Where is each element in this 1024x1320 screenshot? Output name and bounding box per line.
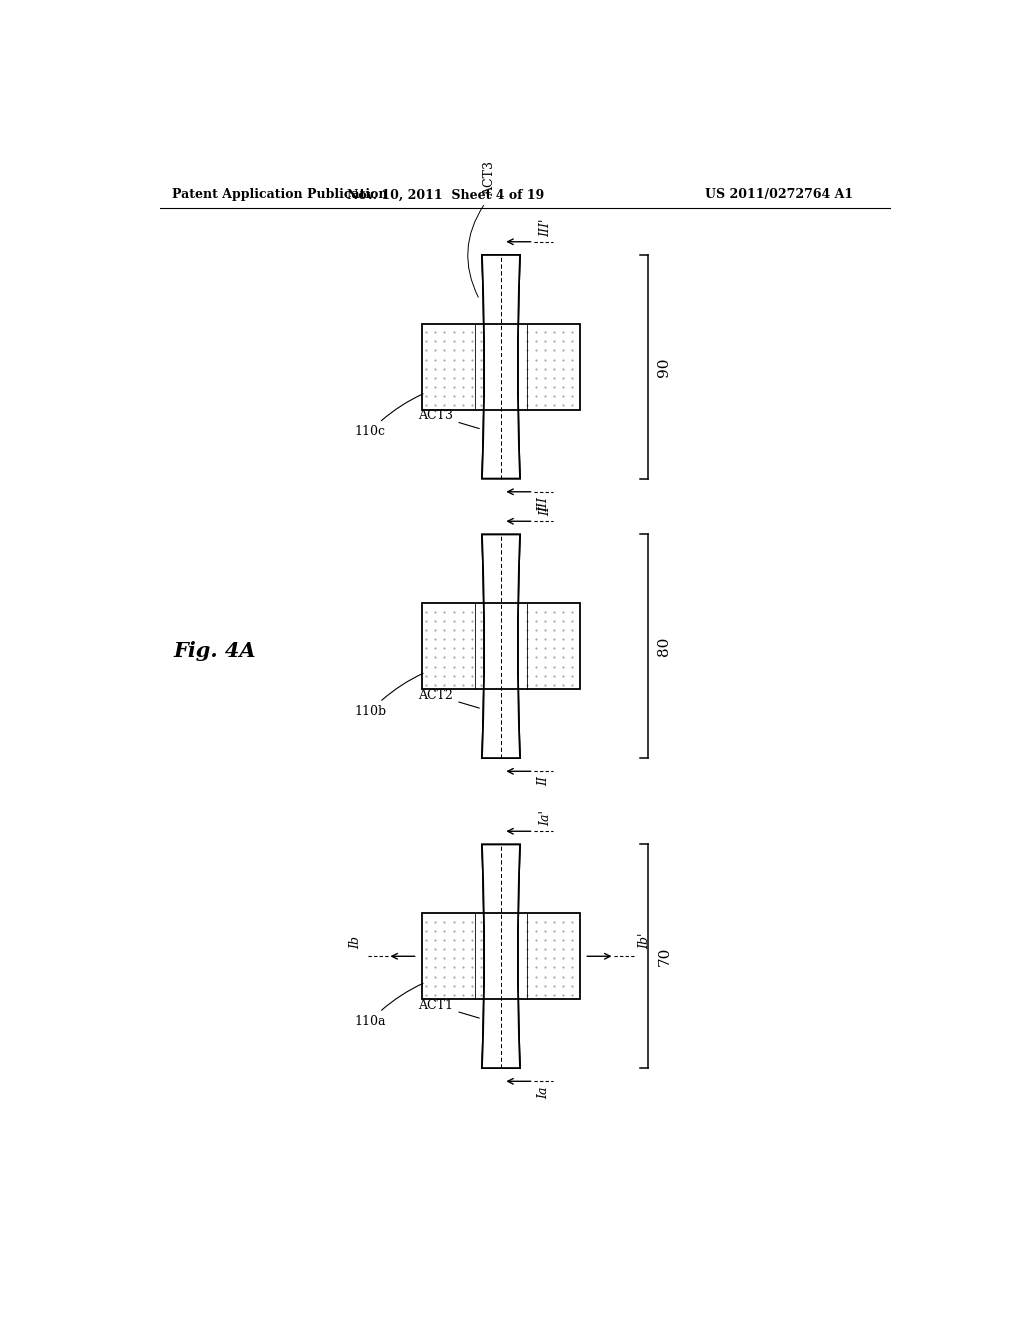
PathPatch shape <box>482 535 520 758</box>
Text: III': III' <box>539 218 552 236</box>
Text: 110b: 110b <box>354 673 423 718</box>
Text: Ib: Ib <box>349 936 362 949</box>
Text: US 2011/0272764 A1: US 2011/0272764 A1 <box>705 189 853 202</box>
Text: 90: 90 <box>657 356 672 376</box>
Text: Nov. 10, 2011  Sheet 4 of 19: Nov. 10, 2011 Sheet 4 of 19 <box>347 189 544 202</box>
PathPatch shape <box>482 535 520 758</box>
PathPatch shape <box>482 255 520 479</box>
PathPatch shape <box>482 255 520 479</box>
Text: 110a: 110a <box>354 983 423 1028</box>
Text: ACT2: ACT2 <box>419 689 479 708</box>
Bar <box>422 603 581 689</box>
Bar <box>422 913 581 999</box>
Text: II: II <box>538 776 551 787</box>
PathPatch shape <box>482 845 520 1068</box>
Text: ACT3: ACT3 <box>419 409 479 429</box>
Text: ACT1: ACT1 <box>419 999 479 1018</box>
Text: ACT3: ACT3 <box>482 161 496 195</box>
Text: 80: 80 <box>657 636 672 656</box>
Text: Ia: Ia <box>538 1086 551 1098</box>
PathPatch shape <box>482 845 520 1068</box>
Text: 70: 70 <box>657 946 672 966</box>
Text: Fig. 4A: Fig. 4A <box>174 642 257 661</box>
Text: III: III <box>538 496 551 512</box>
Bar <box>422 323 581 411</box>
Text: II': II' <box>539 503 552 516</box>
Text: Ia': Ia' <box>539 810 552 826</box>
Text: Patent Application Publication: Patent Application Publication <box>172 189 387 202</box>
Text: Ib': Ib' <box>638 933 651 949</box>
Text: 110c: 110c <box>354 393 423 438</box>
